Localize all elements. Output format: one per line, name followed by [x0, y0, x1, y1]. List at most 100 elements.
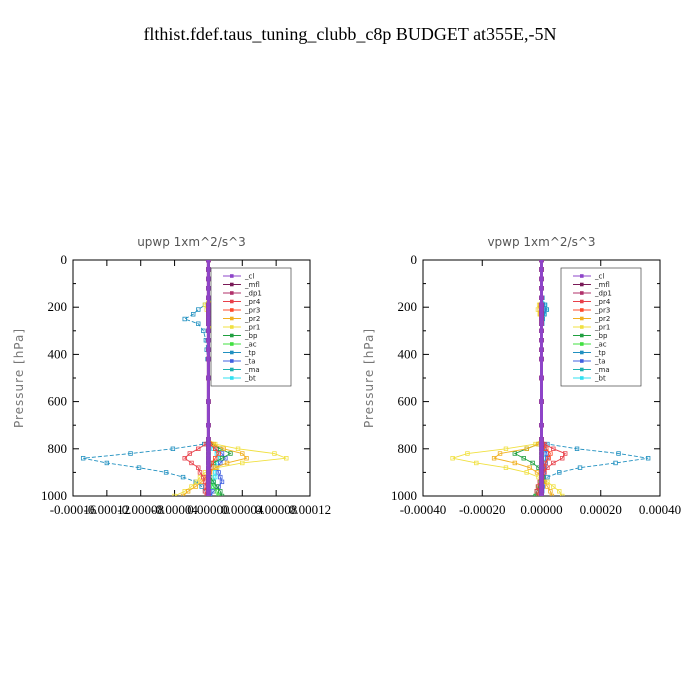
- legend-marker: [580, 367, 584, 372]
- series-point-pr1: [272, 451, 277, 456]
- series-point-pr3: [212, 446, 218, 451]
- legend-marker: [230, 274, 234, 278]
- legend-label: _bp: [594, 332, 608, 340]
- legend-label: _dp1: [244, 290, 262, 298]
- series-point-cl: [539, 338, 544, 343]
- series-point-tp: [645, 456, 651, 461]
- series-point-bp: [219, 493, 225, 496]
- series-point-pr2: [212, 465, 218, 470]
- series-point-pr3: [546, 456, 551, 461]
- series-point-pr4: [545, 465, 550, 470]
- x-tick-label: -0.00040: [400, 502, 447, 517]
- series-point-cl: [539, 321, 544, 326]
- series-point-cl: [206, 260, 211, 263]
- legend-marker: [580, 342, 584, 346]
- series-point-pr1: [503, 446, 509, 451]
- series-point-pr4: [560, 456, 565, 461]
- series-point-pr2: [244, 456, 249, 461]
- legend-marker: [230, 291, 234, 295]
- legend-marker: [230, 299, 234, 304]
- series-point-cl: [539, 307, 544, 312]
- series-point-pr2: [240, 451, 245, 456]
- series-point-cl: [206, 479, 211, 485]
- legend-marker: [580, 350, 584, 355]
- series-point-pr2: [548, 489, 553, 494]
- series-point-pr4: [551, 446, 556, 451]
- series-point-pr4: [196, 465, 201, 470]
- legend-marker: [580, 333, 584, 338]
- series-point-pr1: [474, 460, 479, 466]
- x-tick-label: 0.00000: [187, 502, 229, 517]
- series-point-cl: [539, 437, 544, 442]
- series-point-tp: [182, 316, 187, 322]
- series-point-cl: [539, 493, 544, 496]
- series-point-pr4: [196, 446, 201, 451]
- series-point-cl: [539, 446, 544, 451]
- legend-marker: [580, 325, 584, 329]
- series-point-cl: [206, 437, 211, 442]
- series-point-cl: [539, 260, 544, 263]
- series-point-cl: [206, 328, 211, 333]
- series-point-cl: [539, 456, 544, 461]
- figure-title: flthist.fdef.taus_tuning_clubb_c8p BUDGE…: [143, 24, 556, 44]
- legend-label: _pr1: [594, 324, 610, 332]
- series-point-cl: [206, 338, 211, 343]
- series-point-tp: [190, 312, 196, 317]
- series-group: [450, 260, 651, 496]
- legend-label: _ta: [594, 358, 606, 366]
- x-tick-label: 0.00012: [289, 502, 331, 517]
- y-tick-label: 0: [411, 252, 418, 267]
- series-point-cl: [539, 328, 544, 333]
- x-tick-label: 0.00040: [639, 502, 681, 517]
- series-point-pr4: [534, 489, 539, 494]
- series-point-pr2: [193, 484, 198, 489]
- series-point-cl: [206, 399, 211, 404]
- series-point-cl: [539, 312, 544, 317]
- y-tick-label: 600: [398, 394, 418, 409]
- legend-label: _pr3: [244, 307, 260, 315]
- legend: _cl_mfl_dp1_pr4_pr3_pr2_pr1_bp_ac_tp_ta_…: [560, 267, 642, 387]
- series-point-cl: [206, 347, 211, 352]
- series-point-pr4: [551, 460, 556, 466]
- series-point-pr1: [560, 493, 565, 496]
- legend-marker: [580, 299, 584, 304]
- series-point-tp: [180, 474, 186, 480]
- x-tick-label: 0.00000: [520, 502, 562, 517]
- series-point-pr2: [224, 460, 230, 466]
- series-point-cl: [206, 422, 211, 428]
- legend-label: _mfl: [244, 281, 260, 289]
- x-tick-label: 0.00008: [255, 502, 297, 517]
- legend-label: _bp: [244, 332, 258, 340]
- upwp-panel: upwp 1xm^2/s^3 Pressure [hPa] 0 200 400 600 80…: [12, 235, 331, 517]
- series-point-pr4: [189, 460, 194, 466]
- legend-label: _bt: [594, 375, 606, 383]
- series-point-pr3: [216, 451, 221, 456]
- series-point-pr2: [527, 465, 532, 470]
- series-point-cl: [206, 465, 211, 470]
- series-point-tp: [199, 484, 204, 489]
- series-point-tp: [577, 465, 583, 470]
- legend-marker: [580, 274, 584, 278]
- legend-label: _mfl: [594, 281, 610, 289]
- y-axis-label: Pressure [hPa]: [12, 328, 26, 428]
- x-tick-label: -0.00016: [50, 502, 97, 517]
- series-point-cl: [539, 451, 544, 456]
- series-point-cl: [206, 356, 211, 362]
- legend-label: _pr2: [594, 315, 610, 323]
- legend-label: _tp: [244, 349, 256, 357]
- legend-marker: [230, 367, 234, 372]
- y-axis-label: Pressure [hPa]: [362, 328, 376, 428]
- series-point-cl: [539, 470, 544, 475]
- series-point-cl: [539, 441, 544, 447]
- series-point-bp: [211, 479, 216, 485]
- vpwp-panel: vpwp 1xm^2/s^3 Pressure [hPa] 0 200 400 600 80…: [362, 235, 681, 517]
- series-point-cl: [539, 276, 544, 282]
- series-point-bp: [530, 460, 535, 466]
- series-point-cl: [206, 493, 211, 496]
- series-point-cl: [539, 302, 544, 308]
- series-point-cl: [539, 375, 544, 381]
- legend-label: _pr1: [244, 324, 260, 332]
- legend-marker: [230, 376, 234, 380]
- y-tick-label: 800: [48, 441, 68, 456]
- legend-label: _dp1: [594, 290, 612, 298]
